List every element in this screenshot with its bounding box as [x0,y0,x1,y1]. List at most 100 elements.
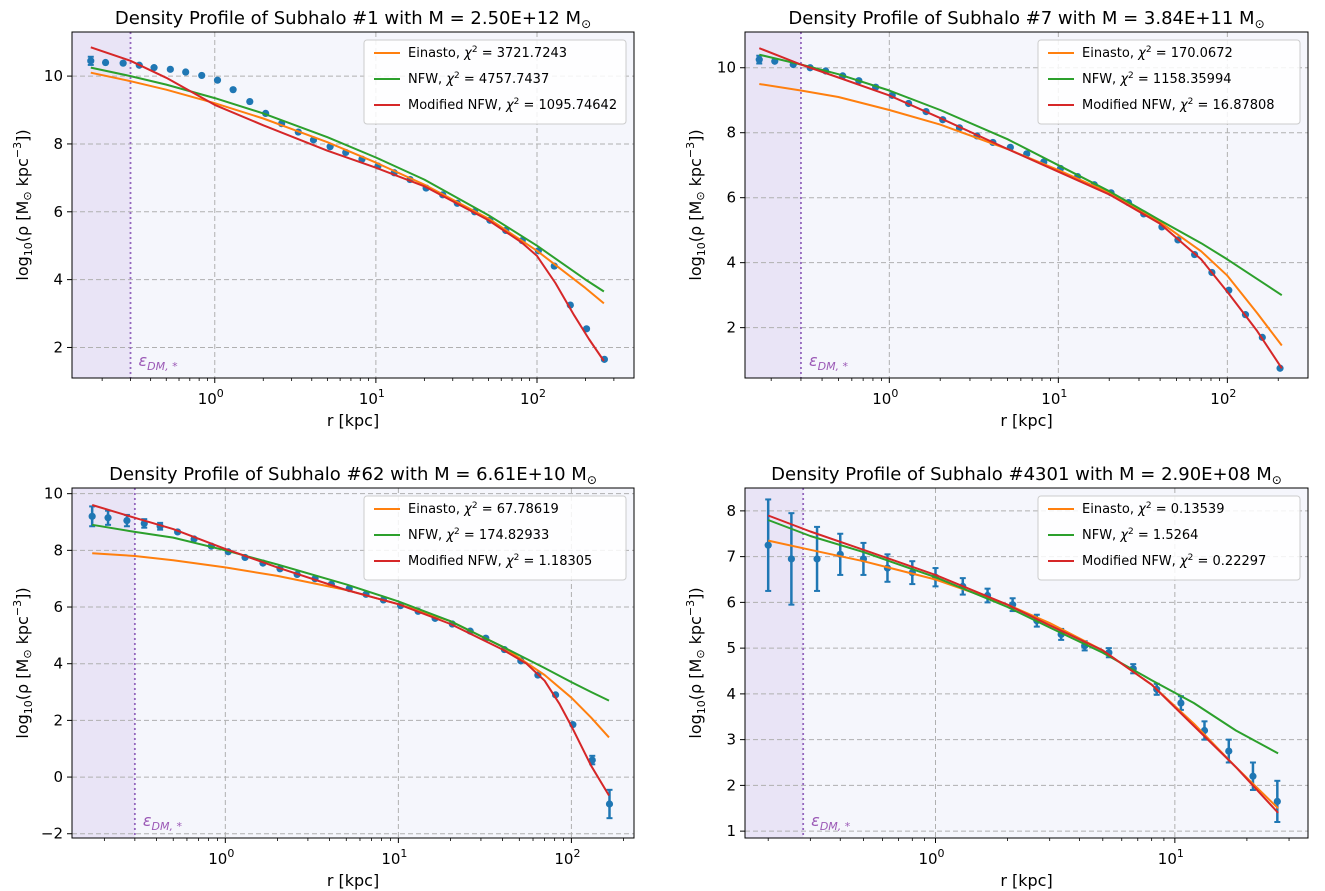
data-point [787,555,795,563]
legend-entry: Modified NFW, χ2 = 1095.74642 [408,97,617,113]
x-tick-label: 101 [1158,847,1184,868]
y-tick-label: 8 [53,541,63,559]
legend: Einasto, χ2 = 0.13539 NFW, χ2 = 1.5264 Mod… [1037,495,1301,581]
legend-box [1037,495,1301,581]
plot-frame [744,487,1309,839]
x-axis-label: r [kpc] [327,411,379,430]
legend: Einasto, χ2 = 3721.7243 NFW, χ2 = 4757.74… [363,39,627,125]
softening-label: εDM, * [811,811,851,833]
legend-box [363,495,627,581]
y-tick-label: 2 [53,711,63,729]
y-tick-label: 10 [44,485,63,503]
series-modified-nfw-line [758,47,1283,369]
data-point [1225,747,1233,755]
y-tick-label: 4 [726,685,736,703]
legend-entry: Modified NFW, χ2 = 1.18305 [408,553,592,569]
series-nfw-line [92,523,610,702]
y-tick-label: 3 [726,731,736,749]
chart-title: Density Profile of Subhalo #1 with M = 2… [115,8,591,31]
data-point [87,57,95,65]
y-tick-label: 8 [726,124,736,142]
y-axis-label: log10(ρ [M⊙ kpc−3]) [11,129,35,280]
x-tick-label: 102 [520,387,546,408]
x-tick-label: 101 [1041,387,1067,408]
legend: Einasto, χ2 = 67.78619 NFW, χ2 = 174.8293… [363,495,627,581]
chart-panel-2: εDM, * 2 4 6 8 10 100 101 102 r [kpc] log10(ρ [M⊙ … [684,8,1309,430]
chart-panel-4: εDM, * 1 2 3 4 5 6 7 8 100 101 r [kpc] log10(ρ [M⊙ k… [684,464,1309,890]
softening-label: εDM, * [809,351,849,373]
legend-entry: Einasto, χ2 = 170.0672 [1082,45,1233,61]
data-point [229,86,237,94]
plot-frame [71,31,635,379]
plot-frame [71,487,635,839]
x-tick-label: 100 [198,387,224,408]
data-point [755,56,763,64]
data-point [764,541,772,549]
data-point [104,514,112,522]
y-tick-label: 6 [53,598,63,616]
y-tick-label: 7 [726,548,736,566]
data-point [605,800,614,808]
chart-panel-3: εDM, * −2 0 2 4 6 8 10 100 101 102 r [kpc] log10(ρ [… [11,464,635,890]
legend-entry: NFW, χ2 = 4757.7437 [408,71,549,87]
y-tick-label: 10 [717,59,736,77]
chart-title: Density Profile of Subhalo #7 with M = 3… [788,8,1264,31]
fit-curves [90,46,605,362]
y-tick-label: 8 [726,502,736,520]
plot-frame [744,31,1309,379]
x-tick-label: 100 [918,847,944,868]
legend-entry: Einasto, χ2 = 0.13539 [1082,501,1224,517]
series-einasto-line [759,83,1283,347]
x-tick-label: 102 [554,847,580,868]
x-axis-label: r [kpc] [1000,871,1052,890]
y-axis-label: log10(ρ [M⊙ kpc−3]) [684,587,708,738]
y-tick-label: 6 [53,203,63,221]
series-modified-nfw-line [91,504,610,797]
x-tick-label: 102 [1210,387,1236,408]
softening-label: εDM, * [143,811,183,833]
series-einasto-line [90,71,605,305]
softening-region [72,488,135,838]
y-tick-label: 2 [726,319,736,337]
data-point [150,64,158,72]
series-nfw-line [767,519,1279,755]
data-point [1273,797,1281,805]
data-point [101,58,110,67]
y-tick-label: 6 [726,593,736,611]
series-modified-nfw-line [90,46,605,362]
chart-title: Density Profile of Subhalo #62 with M = … [109,464,597,487]
x-tick-label: 101 [381,847,407,868]
x-tick-label: 100 [208,847,234,868]
legend-entry: NFW, χ2 = 174.82933 [408,527,549,543]
data-point [1177,699,1185,707]
y-tick-label: 4 [53,271,63,289]
series-einasto-line [767,539,1279,810]
legend-entry: Modified NFW, χ2 = 16.87808 [1082,97,1275,113]
legend: Einasto, χ2 = 170.0672 NFW, χ2 = 1158.359… [1037,39,1301,125]
softening-region [72,32,131,378]
y-tick-label: 10 [44,67,63,85]
fit-curves [767,514,1279,814]
data-point [123,516,131,525]
x-tick-label: 100 [872,387,898,408]
data-point [213,76,222,84]
fit-curves [758,47,1283,369]
chart-title: Density Profile of Subhalo #4301 with M … [771,464,1282,487]
data-point [246,97,254,106]
data-point [119,59,127,67]
series-modified-nfw-line [767,514,1279,814]
legend-entry: NFW, χ2 = 1158.35994 [1082,71,1232,87]
y-tick-label: 5 [726,639,736,657]
y-tick-label: −2 [41,825,63,843]
data-point [88,512,96,520]
data-point [588,756,596,764]
y-axis-label: log10(ρ [M⊙ kpc−3]) [684,129,708,280]
series-nfw-line [90,66,605,293]
series-nfw-line [759,53,1283,297]
data-point [1249,772,1257,780]
y-tick-label: 1 [726,822,736,840]
legend-entry: NFW, χ2 = 1.5264 [1082,527,1198,543]
fit-curves [91,504,610,797]
data-point [182,68,190,76]
